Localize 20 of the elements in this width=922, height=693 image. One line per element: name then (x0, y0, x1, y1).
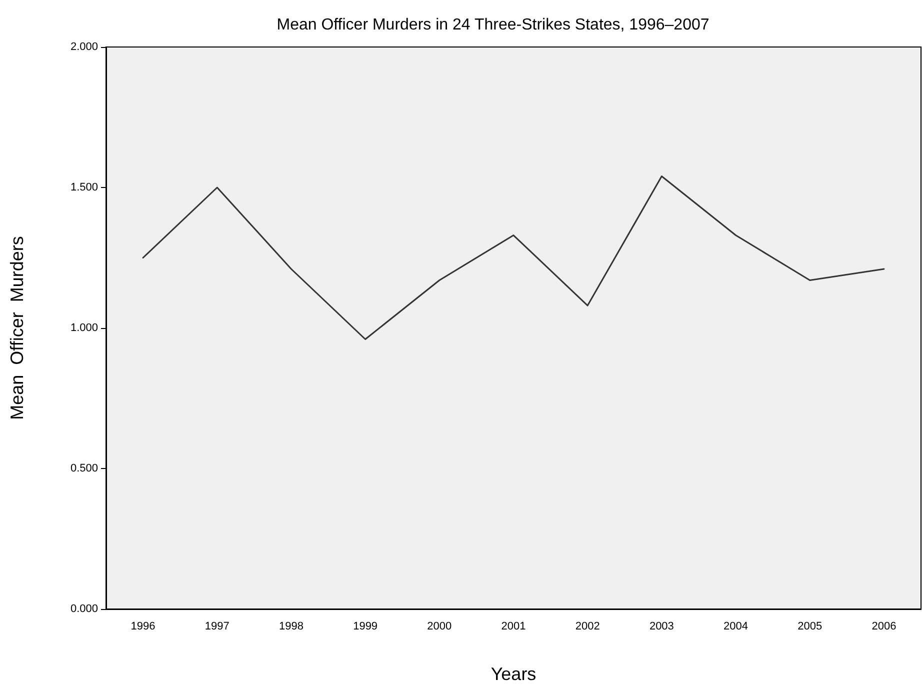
x-tick-label: 1996 (130, 620, 156, 632)
x-tick-label: 2006 (872, 620, 896, 632)
y-tick-label: 2.000 (70, 41, 98, 53)
x-tick-label: 2003 (649, 620, 674, 632)
x-tick-label: 1997 (204, 620, 230, 632)
x-tick-label: 2002 (575, 620, 600, 632)
x-tick-label: 1999 (353, 620, 378, 632)
x-tick-label: 2005 (798, 620, 822, 632)
line-series (142, 176, 885, 340)
chart-title: Mean Officer Murders in 24 Three-Strikes States, 1996–2007 (276, 16, 710, 34)
x-tick-label: 2004 (724, 620, 748, 632)
y-axis-title: Mean Officer Murders (7, 236, 27, 420)
x-tick-label: 2001 (501, 620, 526, 632)
y-tick-label: 1.500 (70, 182, 98, 194)
y-tick-label: 1.000 (70, 322, 98, 334)
x-axis-title: Years (490, 664, 536, 684)
y-tick-label: 0.500 (70, 462, 98, 474)
y-tick-label: 0.000 (70, 603, 98, 615)
x-tick-label: 1998 (278, 620, 304, 632)
x-tick-label: 2000 (427, 620, 452, 632)
